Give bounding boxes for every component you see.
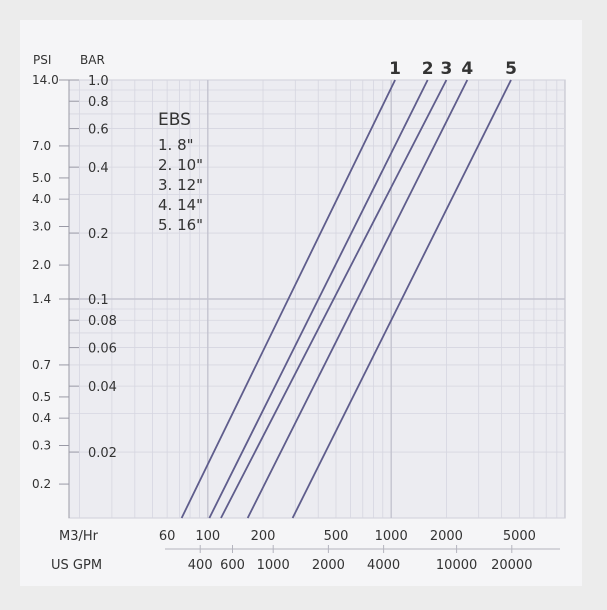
bar-tick-label: 0.04 bbox=[88, 380, 117, 395]
psi-tick-label: 2.0 bbox=[32, 258, 51, 272]
legend-item: 2. 10" bbox=[158, 156, 203, 174]
series-line-4 bbox=[246, 79, 469, 519]
bar-tick-label: 0.4 bbox=[88, 161, 109, 176]
m3hr-tick-label: 200 bbox=[251, 529, 276, 544]
series-label-3: 3 bbox=[440, 59, 452, 79]
gpm-axis-label: US GPM bbox=[51, 558, 102, 573]
psi-tick-label: 4.0 bbox=[32, 192, 51, 206]
gpm-tick-label: 20000 bbox=[491, 558, 532, 573]
legend-item: 1. 8" bbox=[158, 136, 194, 154]
psi-tick-label: 0.5 bbox=[32, 390, 51, 404]
bar-tick-label: 0.1 bbox=[88, 293, 109, 308]
bar-tick-label: 0.08 bbox=[88, 314, 117, 329]
bar-tick-label: 0.02 bbox=[88, 446, 117, 461]
gpm-tick-label: 10000 bbox=[436, 558, 477, 573]
gpm-tick-label: 4000 bbox=[367, 558, 400, 573]
psi-tick-label: 14.0 bbox=[32, 73, 59, 87]
gpm-tick-label: 600 bbox=[220, 558, 245, 573]
series-line-1 bbox=[180, 79, 396, 519]
bar-tick-label: 0.6 bbox=[88, 123, 109, 138]
psi-tick-label: 0.2 bbox=[32, 477, 51, 491]
gpm-tick-label: 2000 bbox=[312, 558, 345, 573]
gpm-tick-label: 400 bbox=[188, 558, 213, 573]
series-line-5 bbox=[291, 79, 512, 519]
gpm-tick-label: 1000 bbox=[257, 558, 290, 573]
bar-tick-label: 0.8 bbox=[88, 95, 109, 110]
m3hr-tick-label: 5000 bbox=[503, 529, 536, 544]
series-label-2: 2 bbox=[422, 59, 434, 79]
bar-tick-label: 0.06 bbox=[88, 342, 117, 357]
series-line-2 bbox=[208, 79, 429, 519]
psi-tick-label: 1.4 bbox=[32, 292, 51, 306]
bar-tick-label: 1.0 bbox=[88, 74, 109, 89]
series-label-1: 1 bbox=[389, 59, 401, 79]
m3hr-tick-label: 100 bbox=[195, 529, 220, 544]
m3hr-tick-label: 500 bbox=[324, 529, 349, 544]
bar-axis-label: BAR bbox=[80, 53, 105, 67]
m3hr-tick-label: 60 bbox=[159, 529, 176, 544]
legend-item: 5. 16" bbox=[158, 216, 203, 234]
psi-axis-label: PSI bbox=[33, 53, 51, 67]
bar-tick-label: 0.2 bbox=[88, 227, 109, 242]
series-label-5: 5 bbox=[505, 59, 517, 79]
m3hr-tick-label: 1000 bbox=[375, 529, 408, 544]
psi-tick-label: 0.3 bbox=[32, 439, 51, 453]
series-line-3 bbox=[220, 79, 448, 519]
m3hr-axis-label: M3/Hr bbox=[59, 529, 99, 544]
legend-item: 4. 14" bbox=[158, 196, 203, 214]
psi-tick-label: 5.0 bbox=[32, 171, 51, 185]
legend-item: 3. 12" bbox=[158, 176, 203, 194]
psi-tick-label: 0.4 bbox=[32, 411, 51, 425]
series-label-4: 4 bbox=[461, 59, 473, 79]
legend-title: EBS bbox=[158, 110, 191, 130]
m3hr-tick-label: 2000 bbox=[430, 529, 463, 544]
psi-tick-label: 0.7 bbox=[32, 358, 51, 372]
psi-tick-label: 3.0 bbox=[32, 220, 51, 234]
psi-tick-label: 7.0 bbox=[32, 139, 51, 153]
